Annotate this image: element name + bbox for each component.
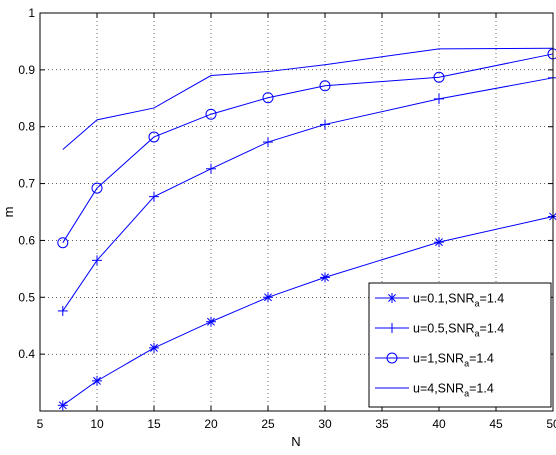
series-layer <box>57 47 556 411</box>
y-tick-label: 0.9 <box>18 63 35 77</box>
x-tick-label: 50 <box>546 417 556 431</box>
legend-label-prefix: u=0.1,SNR <box>413 292 475 306</box>
x-tick-label: 45 <box>489 417 503 431</box>
plot-frame <box>39 12 554 412</box>
x-tick-label: 40 <box>432 417 446 431</box>
data-point <box>433 71 445 83</box>
legend: u=0.1,SNRa=1.4u=0.5,SNRa=1.4u=1,SNRa=1.4… <box>368 282 552 408</box>
data-point <box>57 237 69 249</box>
legend-label-suffix: =1.4 <box>469 382 494 396</box>
data-point <box>149 191 159 202</box>
legend-label: u=4,SNRa=1.4 <box>413 382 494 399</box>
series-line <box>62 47 554 150</box>
marker-stroke <box>207 317 215 326</box>
marker-stroke <box>264 293 272 302</box>
marker-stroke <box>388 294 396 302</box>
y-tick-label: 1 <box>28 6 35 20</box>
x-tick-label: 20 <box>204 417 218 431</box>
legend-item: u=0.1,SNRa=1.4 <box>375 292 504 309</box>
legend-label-prefix: u=4,SNR <box>413 382 464 396</box>
legend-label-prefix: u=1,SNR <box>413 352 464 366</box>
circle-marker <box>386 352 398 364</box>
x-tick-label: 30 <box>318 417 332 431</box>
legend-item: u=4,SNRa=1.4 <box>375 382 494 399</box>
legend-item: u=1,SNRa=1.4 <box>375 352 494 369</box>
y-tick-label: 0.6 <box>18 233 35 247</box>
x-tick-label: 15 <box>147 417 161 431</box>
legend-label-suffix: =1.4 <box>480 292 505 306</box>
plus-marker <box>387 323 397 333</box>
marker-stroke <box>58 401 67 410</box>
y-axis-label: m <box>1 207 16 218</box>
legend-label-suffix: =1.4 <box>469 352 494 366</box>
data-point <box>148 131 160 143</box>
data-point <box>434 237 444 248</box>
legend-label-subscript: a <box>464 389 469 399</box>
legend-label-prefix: u=0.5,SNR <box>413 322 475 336</box>
data-point <box>320 119 330 130</box>
legend-label: u=0.5,SNRa=1.4 <box>413 322 504 339</box>
data-point <box>92 375 102 386</box>
x-tick-label: 25 <box>261 417 275 431</box>
marker-stroke <box>93 376 101 385</box>
data-point <box>206 316 216 327</box>
data-point <box>92 255 102 266</box>
data-point <box>262 92 274 104</box>
x-tick-label: 5 <box>37 417 44 431</box>
marker-stroke <box>321 273 329 282</box>
data-point <box>91 182 103 194</box>
legend-label-subscript: a <box>475 329 480 339</box>
data-point <box>263 137 273 148</box>
y-tick-label: 0.8 <box>18 120 35 134</box>
legend-item: u=0.5,SNRa=1.4 <box>375 322 504 339</box>
series-line <box>62 216 554 406</box>
asterisk-marker <box>387 293 397 303</box>
marker-stroke <box>435 238 443 247</box>
legend-label-subscript: a <box>475 299 480 309</box>
legend-label: u=1,SNRa=1.4 <box>413 352 494 369</box>
data-point <box>149 342 159 353</box>
data-point <box>434 93 444 104</box>
legend-label-suffix: =1.4 <box>480 322 505 336</box>
data-point <box>320 272 330 283</box>
data-point <box>263 292 273 303</box>
legend-label-subscript: a <box>464 359 469 369</box>
marker-stroke <box>150 343 158 352</box>
data-point <box>205 108 217 120</box>
y-tick-label: 0.4 <box>18 347 35 361</box>
legend-label: u=0.1,SNRa=1.4 <box>413 292 504 309</box>
series-line <box>62 77 554 312</box>
x-axis-label: N <box>291 434 300 449</box>
data-point <box>206 163 216 174</box>
series-3 <box>62 47 554 150</box>
x-tick-label: 35 <box>375 417 389 431</box>
series-line <box>62 53 554 243</box>
axis-ticks: 5 10 15 20 25 30 35 40 45 50 0.4 0.5 0.6 0.7 0.8 0.9 1 <box>18 6 556 431</box>
data-point <box>57 305 68 316</box>
x-tick-label: 10 <box>90 417 104 431</box>
data-point <box>57 400 68 411</box>
grid-lines <box>40 13 553 411</box>
data-point <box>319 80 331 92</box>
y-tick-label: 0.5 <box>18 290 35 304</box>
y-tick-label: 0.7 <box>18 177 35 191</box>
legend-box <box>368 282 552 408</box>
